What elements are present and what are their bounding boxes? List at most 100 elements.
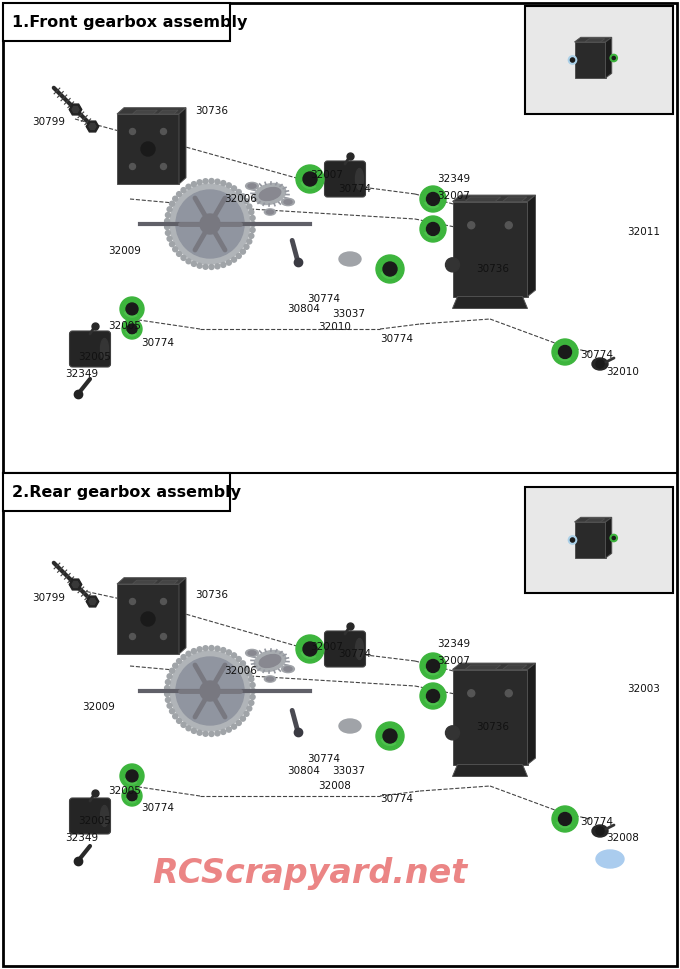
Circle shape xyxy=(197,264,202,268)
Circle shape xyxy=(186,726,191,731)
Circle shape xyxy=(244,711,249,716)
Circle shape xyxy=(610,534,617,542)
Circle shape xyxy=(241,661,245,666)
Text: 30736: 30736 xyxy=(476,722,509,732)
Circle shape xyxy=(247,239,252,244)
Circle shape xyxy=(209,265,214,269)
Text: 30774: 30774 xyxy=(307,754,340,764)
Circle shape xyxy=(122,319,142,339)
Circle shape xyxy=(160,634,167,640)
Circle shape xyxy=(209,732,214,736)
Ellipse shape xyxy=(101,338,109,359)
Polygon shape xyxy=(452,663,536,670)
Circle shape xyxy=(167,703,172,708)
Ellipse shape xyxy=(259,188,281,201)
Circle shape xyxy=(165,692,169,697)
Text: 32006: 32006 xyxy=(224,194,257,204)
Circle shape xyxy=(173,663,177,669)
Text: 30774: 30774 xyxy=(380,334,413,344)
Circle shape xyxy=(552,806,578,832)
Circle shape xyxy=(215,264,220,268)
Circle shape xyxy=(568,56,577,64)
Circle shape xyxy=(303,172,317,186)
Circle shape xyxy=(232,186,237,191)
Circle shape xyxy=(426,660,439,672)
Circle shape xyxy=(249,701,254,705)
Circle shape xyxy=(221,730,226,735)
Text: 32009: 32009 xyxy=(108,246,141,256)
Circle shape xyxy=(141,142,155,156)
Polygon shape xyxy=(452,765,528,776)
Circle shape xyxy=(181,188,186,193)
Ellipse shape xyxy=(267,677,273,681)
Polygon shape xyxy=(528,195,536,297)
Circle shape xyxy=(426,223,439,235)
Circle shape xyxy=(169,241,175,247)
Circle shape xyxy=(383,262,397,276)
Text: 32005: 32005 xyxy=(108,786,141,796)
Circle shape xyxy=(177,251,182,257)
Circle shape xyxy=(181,722,186,728)
Circle shape xyxy=(167,673,172,679)
Circle shape xyxy=(250,215,255,221)
Circle shape xyxy=(197,646,202,652)
Circle shape xyxy=(612,56,615,59)
FancyBboxPatch shape xyxy=(324,631,366,667)
Polygon shape xyxy=(117,578,186,584)
Circle shape xyxy=(129,129,135,135)
Text: 30774: 30774 xyxy=(141,338,174,348)
Polygon shape xyxy=(465,197,500,202)
Circle shape xyxy=(226,183,231,188)
Text: 32007: 32007 xyxy=(310,170,343,180)
Circle shape xyxy=(596,360,604,368)
Circle shape xyxy=(167,206,172,212)
Text: 32005: 32005 xyxy=(108,321,141,331)
Text: 30804: 30804 xyxy=(287,766,320,776)
Circle shape xyxy=(191,181,197,187)
Circle shape xyxy=(160,599,167,605)
Circle shape xyxy=(160,164,167,170)
Circle shape xyxy=(160,129,167,135)
Text: 30799: 30799 xyxy=(32,117,65,127)
Circle shape xyxy=(226,650,231,655)
Text: 32007: 32007 xyxy=(437,656,470,666)
Ellipse shape xyxy=(265,675,275,682)
Text: 32005: 32005 xyxy=(78,816,111,826)
Text: 32349: 32349 xyxy=(65,369,98,379)
Text: 1.Front gearbox assembly: 1.Front gearbox assembly xyxy=(12,15,248,29)
Text: 32349: 32349 xyxy=(437,174,470,184)
Ellipse shape xyxy=(331,639,359,660)
Polygon shape xyxy=(575,522,605,558)
Ellipse shape xyxy=(254,183,286,204)
Text: 32349: 32349 xyxy=(437,639,470,649)
Circle shape xyxy=(468,690,475,697)
FancyBboxPatch shape xyxy=(69,798,110,834)
Bar xyxy=(3,473,230,511)
Bar xyxy=(525,487,673,593)
Circle shape xyxy=(244,244,249,249)
Ellipse shape xyxy=(245,182,258,190)
Text: 30774: 30774 xyxy=(580,817,613,827)
Circle shape xyxy=(181,256,186,261)
Text: 32005: 32005 xyxy=(78,352,111,362)
Text: 30774: 30774 xyxy=(338,649,371,659)
Circle shape xyxy=(303,642,317,656)
Polygon shape xyxy=(117,584,179,654)
Polygon shape xyxy=(528,663,536,765)
Circle shape xyxy=(209,178,214,183)
Circle shape xyxy=(177,659,182,664)
Circle shape xyxy=(215,731,220,735)
Circle shape xyxy=(126,303,138,315)
Text: 32010: 32010 xyxy=(606,367,639,377)
Circle shape xyxy=(129,164,135,170)
Text: 32007: 32007 xyxy=(437,191,470,201)
Circle shape xyxy=(236,721,241,726)
Circle shape xyxy=(244,666,249,671)
Ellipse shape xyxy=(331,169,359,190)
Ellipse shape xyxy=(284,667,292,672)
Polygon shape xyxy=(575,38,612,42)
Circle shape xyxy=(244,199,249,203)
Circle shape xyxy=(200,681,220,701)
Circle shape xyxy=(120,764,144,788)
Text: 30736: 30736 xyxy=(195,106,228,116)
